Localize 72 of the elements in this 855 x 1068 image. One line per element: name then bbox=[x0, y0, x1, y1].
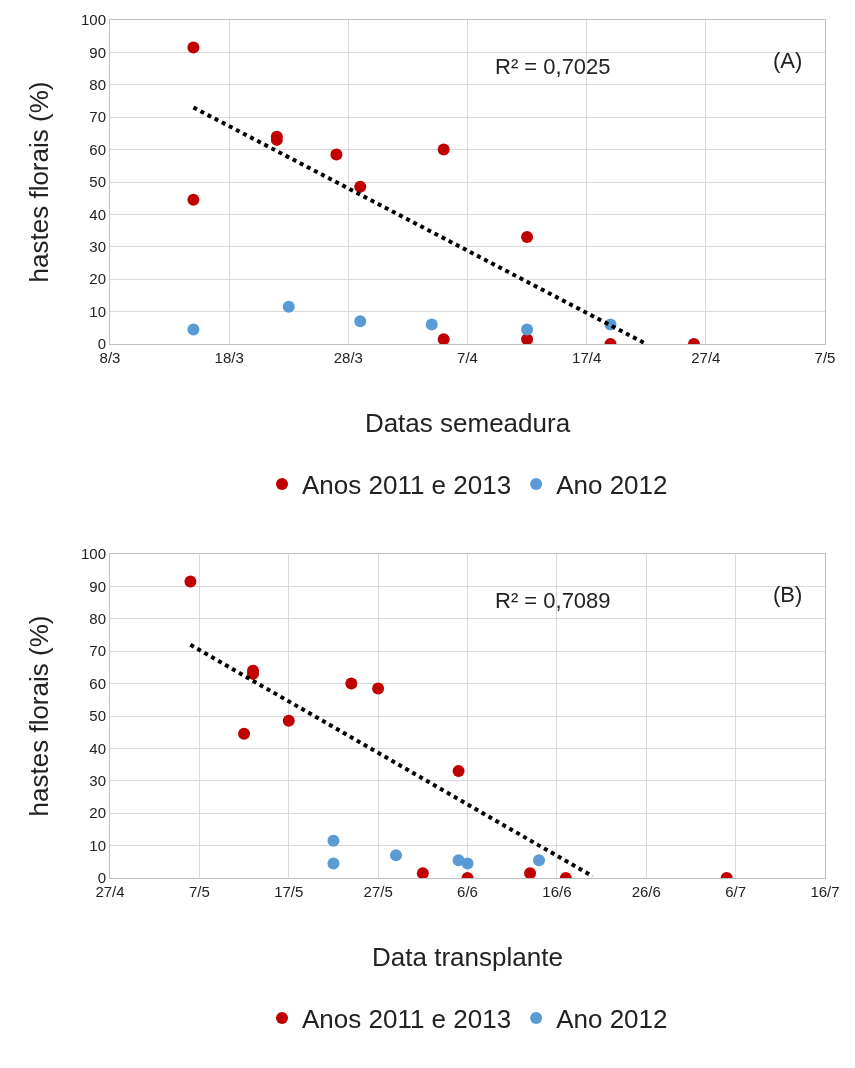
x-tick-label: 7/5 bbox=[188, 883, 210, 900]
y-tick-label: 100 bbox=[80, 545, 106, 563]
point bbox=[184, 575, 197, 588]
point bbox=[533, 854, 545, 867]
point bbox=[521, 323, 534, 336]
point bbox=[354, 315, 367, 328]
legend-label: Anos 2011 e 2013 bbox=[302, 470, 512, 501]
y-tick-label: 20 bbox=[89, 804, 106, 822]
point bbox=[461, 857, 474, 870]
y-tick-label: 40 bbox=[89, 739, 106, 757]
legend-label: Ano 2012 bbox=[556, 1004, 668, 1035]
point bbox=[187, 323, 200, 336]
y-axis-title: hastes florais (%) bbox=[24, 615, 54, 817]
y-tick-label: 50 bbox=[89, 707, 106, 725]
y-tick-label: 10 bbox=[89, 302, 106, 320]
x-tick-label: 27/5 bbox=[363, 883, 393, 900]
y-tick-label: 10 bbox=[89, 836, 106, 854]
y-tick-label: 70 bbox=[89, 108, 106, 126]
y-axis-title: hastes florais (%) bbox=[24, 81, 54, 283]
y-tick-label: 70 bbox=[89, 642, 106, 660]
point bbox=[282, 300, 295, 313]
point bbox=[327, 857, 340, 870]
x-tick-label: 7/5 bbox=[814, 349, 836, 366]
y-tick-label: 80 bbox=[89, 610, 106, 628]
y-tick-label: 60 bbox=[89, 674, 106, 692]
x-axis-title: Datas semeadura bbox=[364, 408, 571, 438]
annotation: R² = 0,7089 bbox=[495, 588, 611, 613]
y-tick-label: 30 bbox=[89, 772, 106, 790]
y-tick-label: 50 bbox=[89, 173, 106, 191]
point bbox=[521, 333, 534, 344]
point bbox=[354, 180, 367, 193]
annotation: (A) bbox=[773, 48, 803, 73]
annotation: (B) bbox=[773, 582, 803, 607]
point bbox=[330, 148, 343, 161]
x-tick-label: 7/4 bbox=[457, 349, 478, 366]
y-tick-label: 80 bbox=[89, 76, 106, 94]
point bbox=[187, 193, 200, 206]
point bbox=[416, 867, 429, 878]
x-tick-label: 17/4 bbox=[572, 349, 602, 366]
x-tick-label: 16/7 bbox=[810, 883, 840, 900]
y-tick-label: 60 bbox=[89, 140, 106, 158]
y-tick-label: 90 bbox=[89, 43, 106, 61]
x-tick-label: 16/6 bbox=[542, 883, 572, 900]
point bbox=[187, 41, 200, 54]
y-tick-label: 100 bbox=[80, 11, 106, 29]
point bbox=[425, 318, 438, 331]
point bbox=[238, 727, 251, 740]
legend-label: Anos 2011 e 2013 bbox=[302, 1004, 512, 1035]
legend-label: Ano 2012 bbox=[556, 470, 668, 501]
x-tick-label: 6/7 bbox=[725, 883, 747, 900]
x-tick-label: 26/6 bbox=[631, 883, 661, 900]
annotation: R² = 0,7025 bbox=[495, 54, 611, 79]
x-tick-label: 27/4 bbox=[691, 349, 721, 366]
y-tick-label: 90 bbox=[89, 577, 106, 595]
x-tick-label: 28/3 bbox=[333, 349, 363, 366]
point bbox=[345, 677, 358, 690]
x-tick-label: 6/6 bbox=[457, 883, 478, 900]
point bbox=[327, 834, 340, 847]
point bbox=[452, 765, 465, 778]
point bbox=[282, 714, 295, 727]
point bbox=[524, 867, 537, 878]
x-tick-label: 18/3 bbox=[214, 349, 244, 366]
point bbox=[437, 333, 450, 344]
point bbox=[372, 682, 385, 695]
x-tick-label: 17/5 bbox=[274, 883, 304, 900]
x-axis-title: Data transplante bbox=[372, 942, 563, 972]
point bbox=[390, 849, 402, 862]
y-tick-label: 40 bbox=[89, 205, 106, 223]
point bbox=[521, 231, 534, 244]
y-tick-label: 30 bbox=[89, 238, 106, 256]
y-tick-label: 20 bbox=[89, 270, 106, 288]
point bbox=[437, 143, 450, 156]
